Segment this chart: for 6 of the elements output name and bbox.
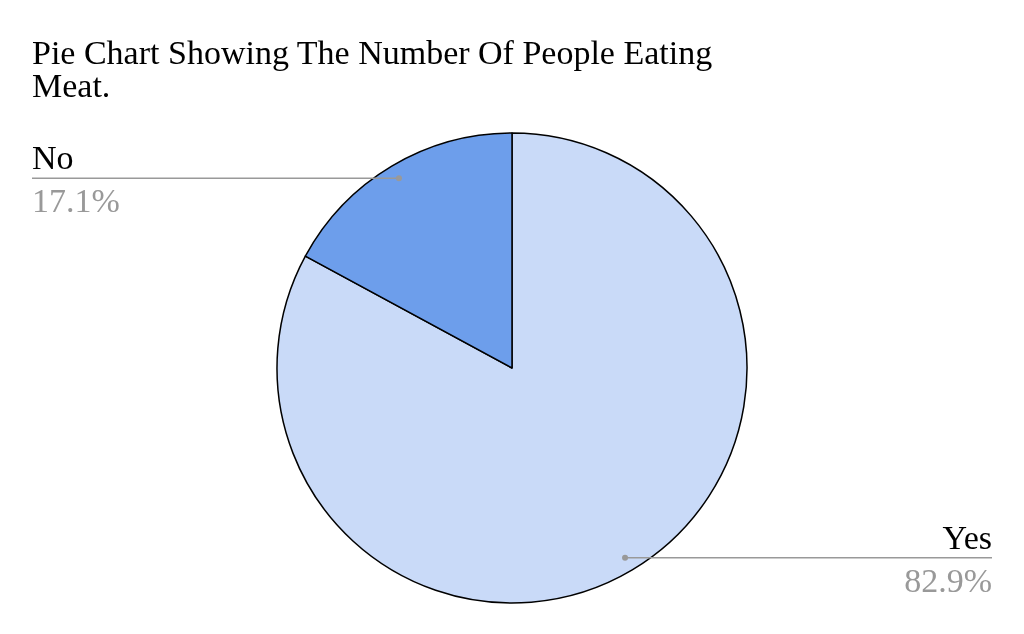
chart-title: Pie Chart Showing The Number Of People Eating Meat. [32, 34, 713, 104]
data-label: 17.1% [32, 182, 120, 220]
slice-label: No [32, 139, 74, 177]
slice-label: Yes [942, 518, 992, 556]
data-label: 82.9% [904, 561, 992, 599]
pie-slice [276, 132, 748, 604]
